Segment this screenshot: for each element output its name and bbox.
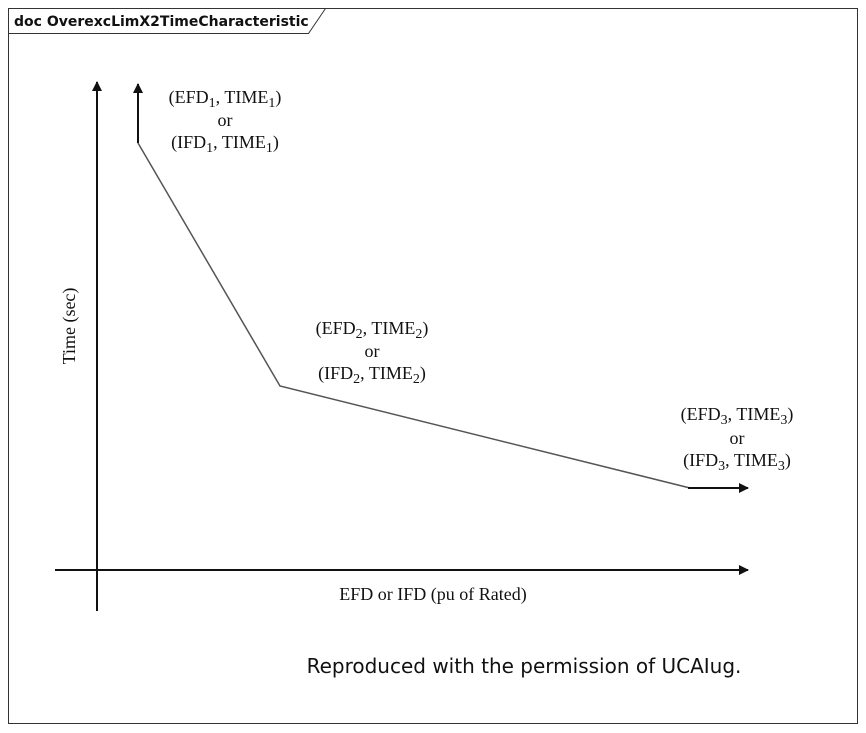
label-part: or [365, 341, 380, 361]
label-part: ) [422, 318, 428, 339]
label-part: ) [420, 363, 426, 384]
label-part: (IFD [171, 132, 206, 153]
label-part: , TIME [216, 87, 269, 107]
point-label: (EFD3, TIME3) [681, 404, 794, 428]
point-label: (EFD1, TIME1) [169, 87, 282, 111]
label-part: (EFD [169, 87, 209, 108]
label-part: , TIME [213, 132, 266, 152]
point-label: (IFD2, TIME2) [318, 363, 426, 387]
label-part: (EFD [681, 404, 721, 425]
subscript: 3 [721, 413, 728, 428]
point-label: (IFD1, TIME1) [171, 132, 279, 156]
label-part: (IFD [683, 450, 718, 471]
subscript: 2 [415, 327, 422, 342]
x-axis-label: EFD or IFD (pu of Rated) [339, 584, 526, 605]
y-axis-label: Time (sec) [59, 288, 80, 365]
subscript: 1 [268, 96, 275, 111]
label-part: (EFD [316, 318, 356, 339]
credit: Reproduced with the permission of UCAIug… [307, 654, 742, 678]
subscript: 2 [356, 327, 363, 342]
label-part: ) [787, 404, 793, 425]
subscript: 3 [780, 413, 787, 428]
label-part: ) [273, 132, 279, 153]
subscript: 1 [266, 141, 273, 156]
label-part: or [218, 110, 233, 130]
point-label: (EFD2, TIME2) [316, 318, 429, 342]
point-label: or [730, 428, 745, 448]
point-label: or [218, 110, 233, 130]
subscript: 1 [209, 96, 216, 111]
subscript: 2 [353, 372, 360, 387]
curve [137, 142, 691, 489]
label-part: , TIME [360, 363, 413, 383]
label-part: , TIME [363, 318, 416, 338]
label-part: , TIME [728, 404, 781, 424]
point-label: (IFD3, TIME3) [683, 450, 791, 474]
label-part: or [730, 428, 745, 448]
subscript: 1 [206, 141, 213, 156]
title: doc OverexcLimX2TimeCharacteristic [14, 14, 309, 30]
subscript: 3 [778, 459, 785, 474]
label-part: (IFD [318, 363, 353, 384]
label-part: ) [275, 87, 281, 108]
subscript: 3 [718, 459, 725, 474]
subscript: 2 [413, 372, 420, 387]
label-part: , TIME [725, 450, 778, 470]
label-part: ) [785, 450, 791, 471]
point-label: or [365, 341, 380, 361]
frame [8, 8, 858, 724]
frame-tab [8, 8, 326, 34]
